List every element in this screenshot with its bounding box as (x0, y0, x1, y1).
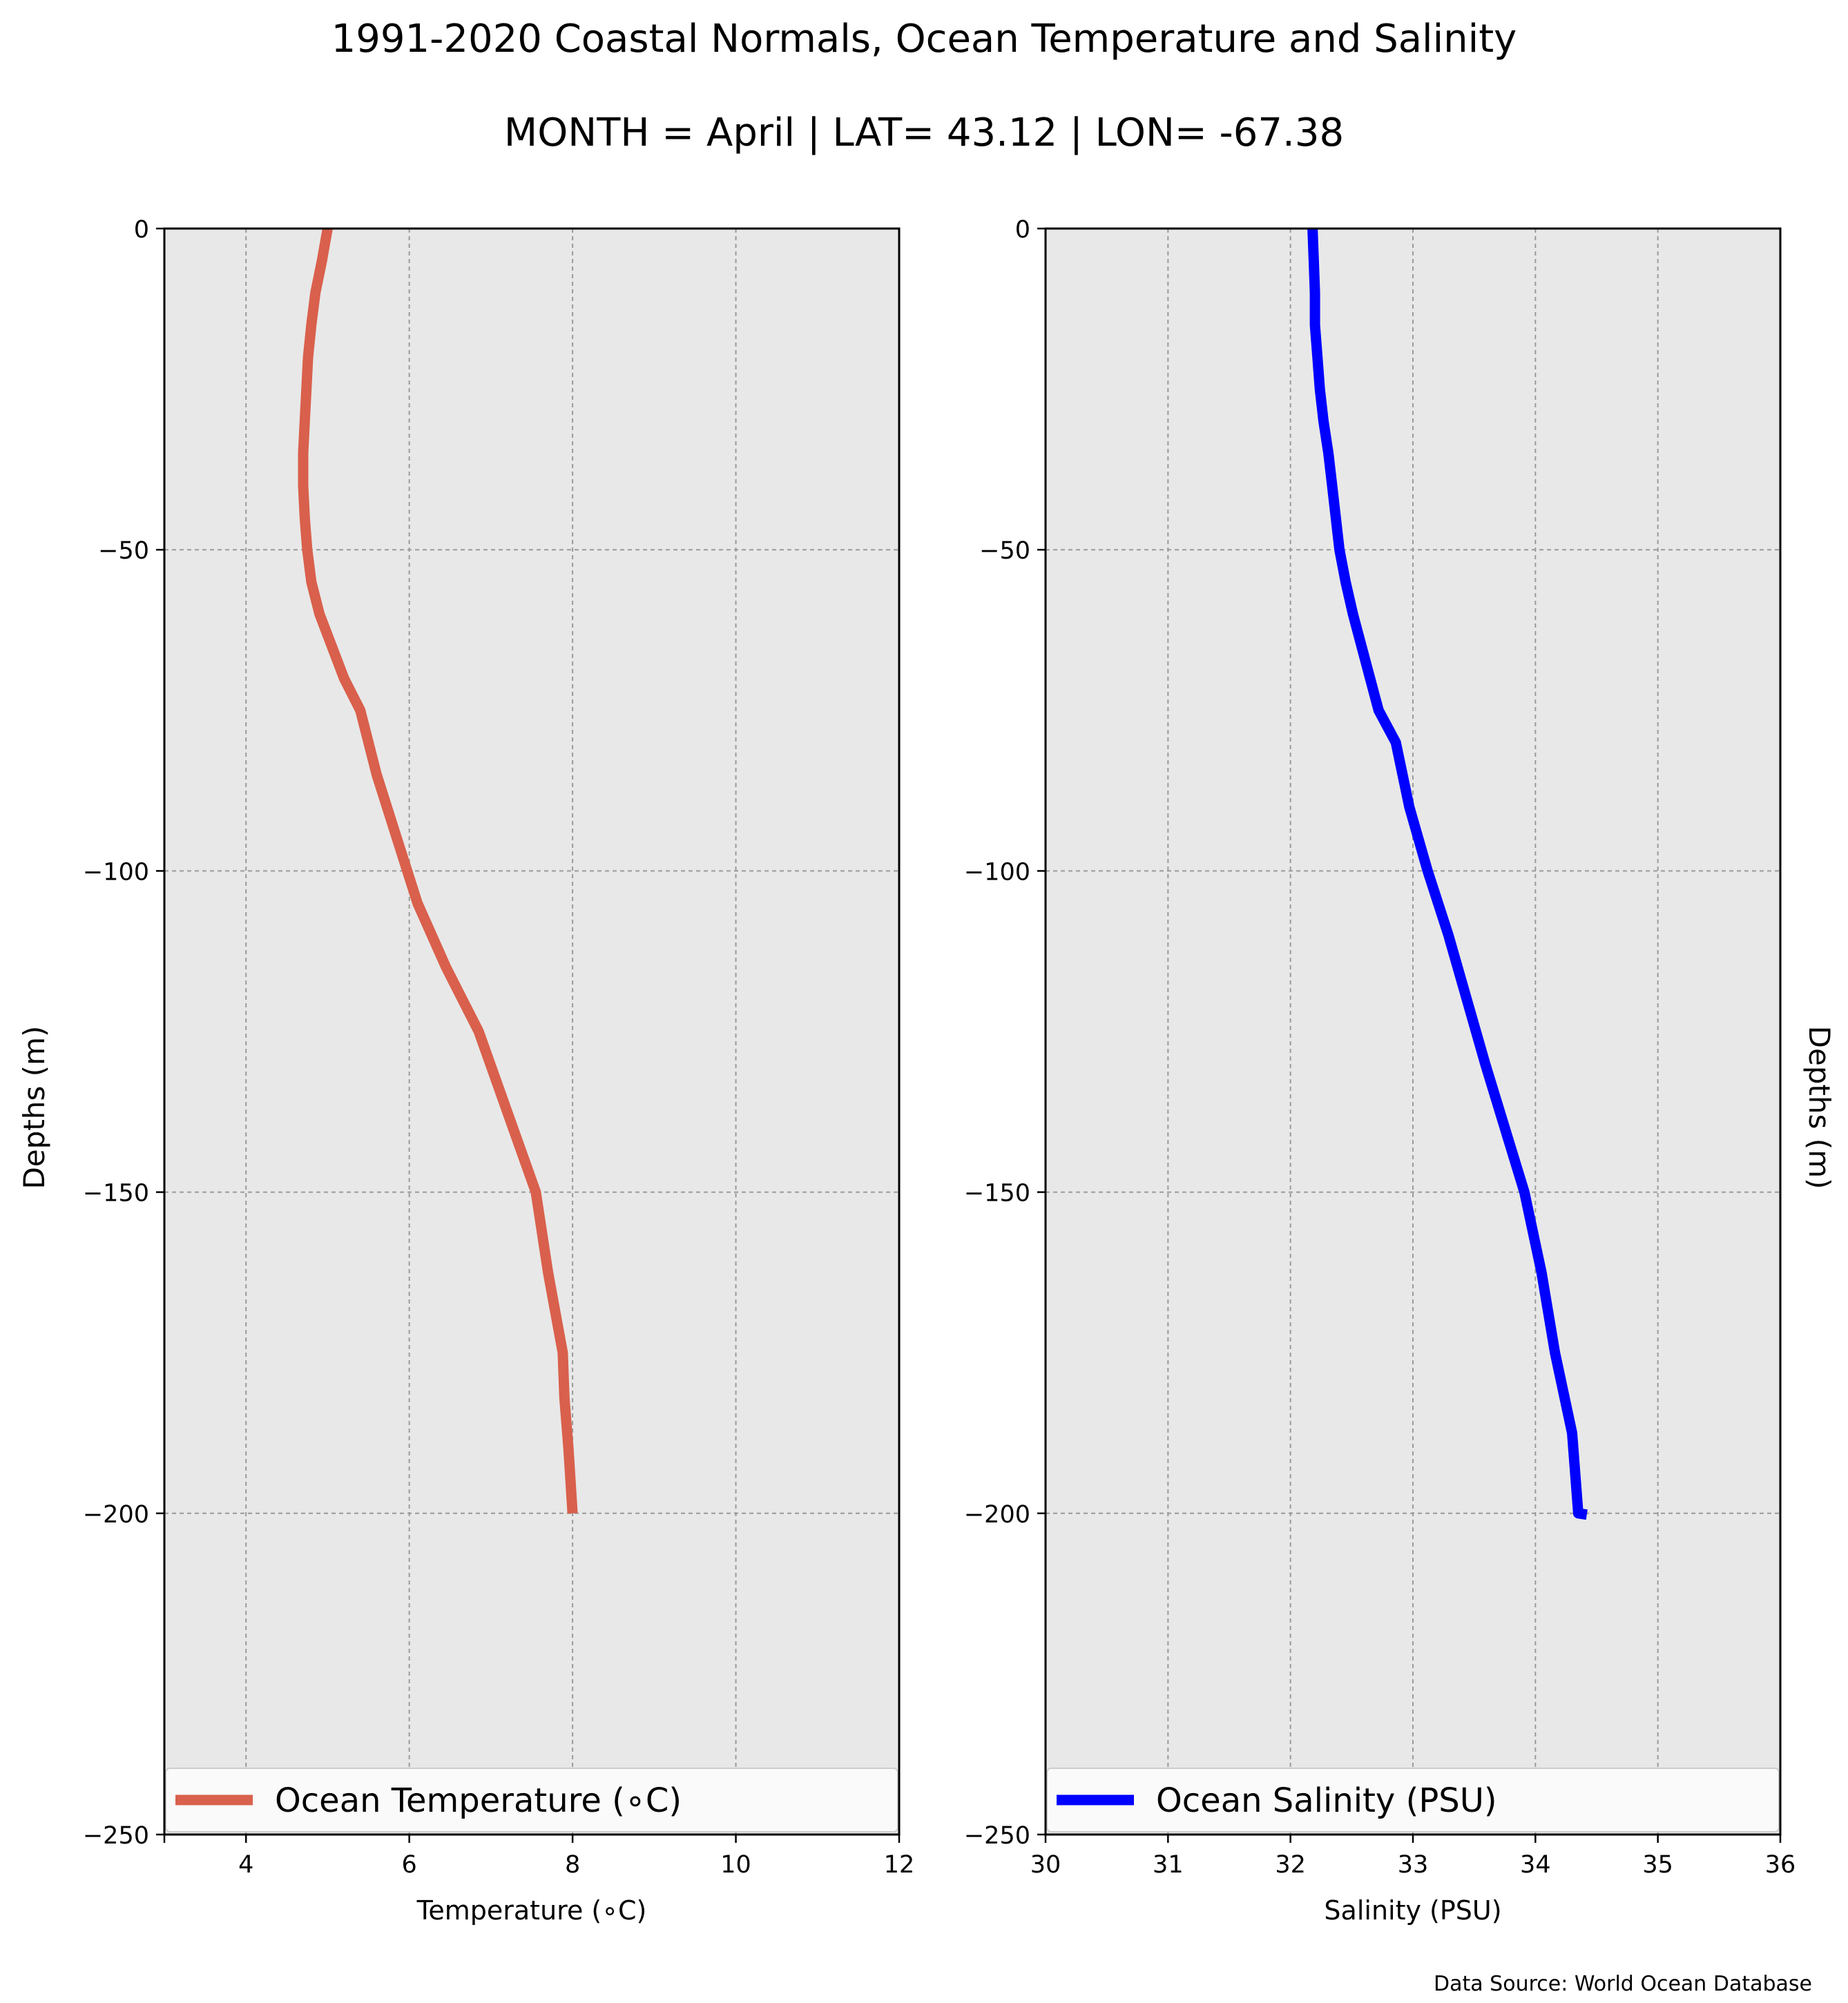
chart-subtitle: MONTH = April | LAT= 43.12 | LON= -67.38 (503, 110, 1345, 155)
y-tick-label: −100 (964, 858, 1030, 886)
y-tick-label: 0 (1015, 216, 1030, 244)
y-tick-label: −250 (964, 1822, 1030, 1850)
plot-background (164, 229, 899, 1835)
x-axis-label: Salinity (PSU) (1324, 1895, 1501, 1926)
legend-label: Ocean Salinity (PSU) (1156, 1781, 1497, 1820)
y-axis-label: Depths (m) (17, 1026, 51, 1190)
x-tick-label: 33 (1398, 1851, 1429, 1879)
y-tick-label: −200 (83, 1501, 149, 1529)
chart-title: 1991-2020 Coastal Normals, Ocean Tempera… (331, 17, 1517, 61)
x-tick-label: 35 (1642, 1851, 1673, 1879)
y-tick-label: −150 (964, 1180, 1030, 1208)
x-tick-label: 8 (565, 1851, 580, 1879)
y-tick-label: −150 (83, 1180, 149, 1208)
y-tick-label: −100 (83, 858, 149, 886)
x-tick-label: 4 (238, 1851, 253, 1879)
data-source-note: Data Source: World Ocean Database (1434, 1972, 1812, 1996)
panel-1: Ocean Temperature (∘C) 4 6 8 10 12 0 −50 −100 −15… (17, 216, 914, 1926)
x-tick-label: 10 (720, 1851, 751, 1879)
legend-label: Ocean Temperature (∘C) (275, 1781, 682, 1820)
panel-2: Ocean Salinity (PSU) 30 31 32 33 34 35 36 0 −50 −1… (964, 216, 1836, 1926)
y-tick-label: −50 (98, 537, 149, 565)
y-tick-label: −200 (964, 1501, 1030, 1529)
y-axis-label: Depths (m) (1802, 1026, 1836, 1190)
legend-box (1046, 1768, 1780, 1832)
x-tick-label: 6 (402, 1851, 417, 1879)
y-tick-label: 0 (134, 216, 149, 244)
plot-background (1046, 229, 1780, 1835)
y-tick-label: −250 (83, 1822, 149, 1850)
x-tick-label: 34 (1520, 1851, 1551, 1879)
x-tick-label: 31 (1153, 1851, 1184, 1879)
axes-frame (163, 227, 901, 1836)
y-tick-label: −50 (979, 537, 1030, 565)
x-tick-label: 36 (1765, 1851, 1796, 1879)
series-line (298, 227, 578, 1514)
legend-box (165, 1768, 898, 1832)
x-tick-label: 12 (884, 1851, 915, 1879)
series-line (1307, 228, 1588, 1520)
x-axis-label: Temperature (∘C) (416, 1895, 647, 1926)
x-tick-label: 30 (1030, 1851, 1061, 1879)
x-tick-label: 32 (1275, 1851, 1306, 1879)
